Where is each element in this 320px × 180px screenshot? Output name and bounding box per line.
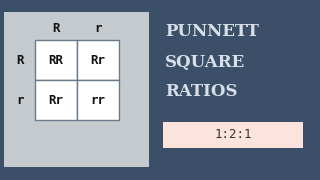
Text: R: R xyxy=(16,53,24,66)
Bar xyxy=(35,40,77,80)
Bar xyxy=(77,80,119,120)
Text: r: r xyxy=(16,93,24,107)
Text: RATIOS: RATIOS xyxy=(165,84,237,100)
Bar xyxy=(77,40,119,80)
Bar xyxy=(35,80,77,120)
Text: R: R xyxy=(52,21,60,35)
FancyBboxPatch shape xyxy=(4,12,149,167)
Text: r: r xyxy=(94,21,102,35)
Text: rr: rr xyxy=(91,93,106,107)
Text: SQUARE: SQUARE xyxy=(165,53,245,71)
Text: PUNNETT: PUNNETT xyxy=(165,24,259,40)
FancyBboxPatch shape xyxy=(163,122,303,148)
Text: Rr: Rr xyxy=(91,53,106,66)
Text: 1:2:1: 1:2:1 xyxy=(214,129,252,141)
Text: Rr: Rr xyxy=(49,93,63,107)
Text: RR: RR xyxy=(49,53,63,66)
